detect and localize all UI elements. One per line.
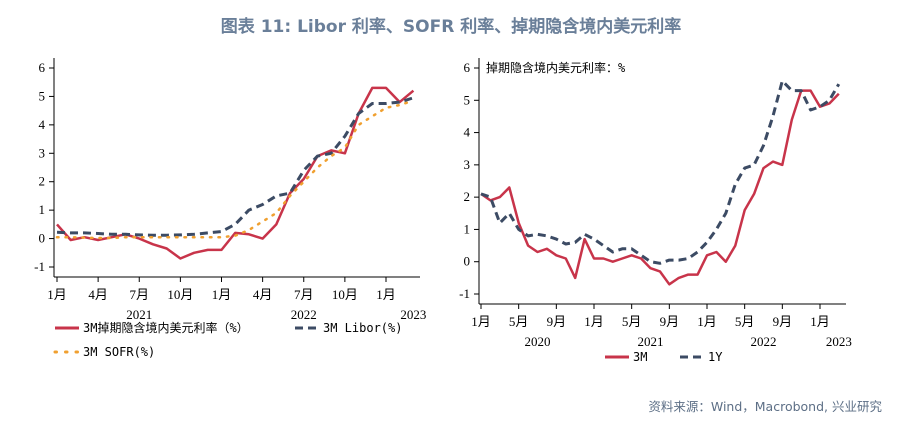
x-tick-label: 10月: [332, 287, 358, 302]
y-tick-label: 1: [39, 202, 46, 217]
series-line-0-2: [55, 99, 415, 240]
x-tick-label: 9月: [660, 314, 680, 329]
y-tick-label: 5: [39, 88, 46, 103]
legend-label: 3M Libor(%): [323, 321, 402, 335]
x-tick-label: 5月: [735, 314, 755, 329]
y-tick-label: 2: [464, 189, 471, 204]
legend-label: 3M SOFR(%): [83, 345, 155, 359]
series-line-0-1: [56, 96, 414, 237]
legend-label: 1Y: [708, 350, 723, 364]
x-tick-label: 1月: [697, 314, 717, 329]
y-tick-label: 5: [464, 92, 471, 107]
x-tick-label: 1月: [810, 314, 830, 329]
x-tick-label: 4月: [88, 287, 108, 302]
x-tick-label: 7月: [294, 287, 314, 302]
legend-label: 3M掉期隐含境内美元利率（%）: [83, 320, 249, 335]
year-label: 2022: [291, 307, 317, 322]
x-tick-label: 9月: [773, 314, 793, 329]
x-tick-label: 1月: [47, 287, 67, 302]
y-tick-label: 3: [39, 145, 46, 160]
y-tick-label: 1: [464, 221, 471, 236]
x-tick-label: 1月: [471, 314, 491, 329]
year-label: 2021: [638, 334, 664, 349]
x-tick-label: 1月: [376, 287, 396, 302]
year-label: 2021: [126, 307, 152, 322]
y-tick-label: 0: [39, 231, 46, 246]
series-line-0-0: [56, 86, 415, 260]
x-tick-label: 4月: [253, 287, 273, 302]
y-tick-label: -1: [459, 286, 470, 301]
series-line-1-1: [480, 79, 841, 265]
chart-annotation: 掉期隐含境内美元利率：%: [486, 60, 626, 75]
y-tick-label: 4: [39, 117, 46, 132]
x-tick-label: 5月: [509, 314, 529, 329]
y-tick-label: 6: [39, 60, 46, 75]
y-tick-label: 0: [464, 254, 471, 269]
x-tick-label: 9月: [547, 314, 567, 329]
year-label: 2023: [400, 307, 426, 322]
x-tick-label: 10月: [167, 287, 193, 302]
series-line-1-0: [480, 89, 840, 286]
x-tick-label: 1月: [584, 314, 604, 329]
x-tick-label: 1月: [212, 287, 232, 302]
y-tick-label: 2: [39, 174, 46, 189]
year-label: 2020: [525, 334, 551, 349]
legend-label: 3M: [633, 350, 647, 364]
y-tick-label: 4: [464, 125, 471, 140]
x-tick-label: 5月: [622, 314, 642, 329]
figure-title: 图表 11: Libor 利率、SOFR 利率、掉期隐含境内美元利率: [220, 17, 682, 37]
y-tick-label: -1: [34, 259, 45, 274]
y-tick-label: 3: [464, 157, 471, 172]
year-label: 2023: [826, 334, 852, 349]
y-tick-label: 6: [464, 60, 471, 75]
x-tick-label: 7月: [129, 287, 149, 302]
year-label: 2022: [751, 334, 777, 349]
source-note: 资料来源：Wind，Macrobond, 兴业研究: [648, 399, 882, 414]
